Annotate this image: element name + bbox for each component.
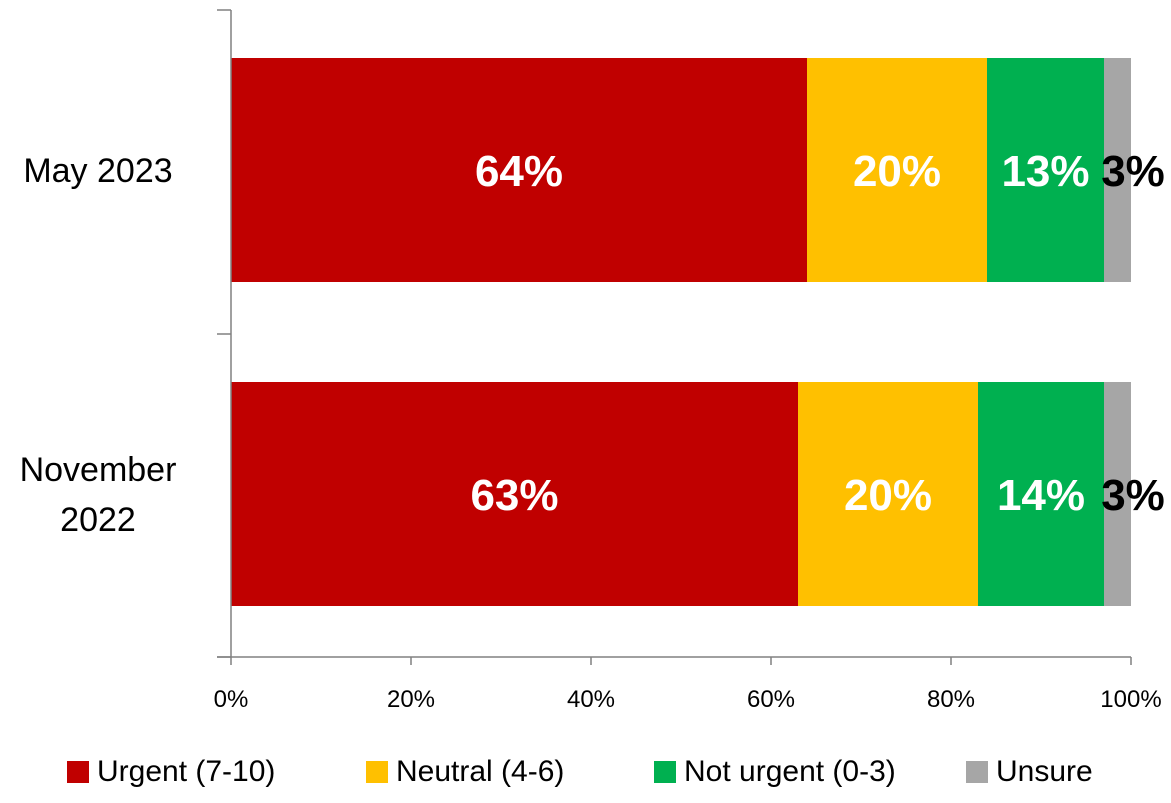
legend-swatch: [654, 761, 676, 783]
x-tick-label: 80%: [927, 686, 975, 713]
data-label: 20%: [844, 471, 932, 520]
category-label: May 2023: [23, 152, 172, 190]
data-label: 3%: [1101, 471, 1165, 520]
x-tick-labels-group: 0% 20% 40% 60% 80% 100%: [214, 686, 1162, 713]
legend: Urgent (7-10) Neutral (4-6) Not urgent (0-…: [67, 755, 1093, 788]
data-label: 64%: [475, 147, 563, 196]
bar-segment: [231, 382, 798, 606]
data-label: 63%: [470, 471, 558, 520]
bar-segment: [987, 58, 1104, 282]
legend-label: Neutral (4-6): [396, 755, 564, 788]
legend-label: Unsure: [996, 755, 1093, 788]
legend-swatch: [966, 761, 988, 783]
legend-swatch: [67, 761, 89, 783]
category-labels-group: May 2023 November 2022: [20, 152, 177, 539]
x-tick-label: 60%: [747, 686, 795, 713]
x-tick-label: 40%: [567, 686, 615, 713]
category-label: November 2022: [20, 451, 177, 539]
bar-segment: [978, 382, 1104, 606]
bar-segment: [1104, 58, 1131, 282]
x-tick-label: 20%: [387, 686, 435, 713]
data-labels-group: 64% 20% 13% 3%63% 20% 14% 3%: [470, 147, 1164, 520]
bar-segment: [798, 382, 978, 606]
data-label: 14%: [997, 471, 1085, 520]
data-label: 3%: [1101, 147, 1165, 196]
legend-label: Not urgent (0-3): [684, 755, 896, 788]
x-tick-label: 100%: [1100, 686, 1161, 713]
bar-segment: [231, 58, 807, 282]
legend-label: Urgent (7-10): [97, 755, 275, 788]
legend-swatch: [366, 761, 388, 783]
bar-segment: [807, 58, 987, 282]
data-label: 13%: [1001, 147, 1089, 196]
axes-group: [217, 9, 1132, 665]
bar-segment: [1104, 382, 1131, 606]
bars-group: [231, 58, 1131, 606]
x-tick-label: 0%: [214, 686, 249, 713]
data-label: 20%: [853, 147, 941, 196]
